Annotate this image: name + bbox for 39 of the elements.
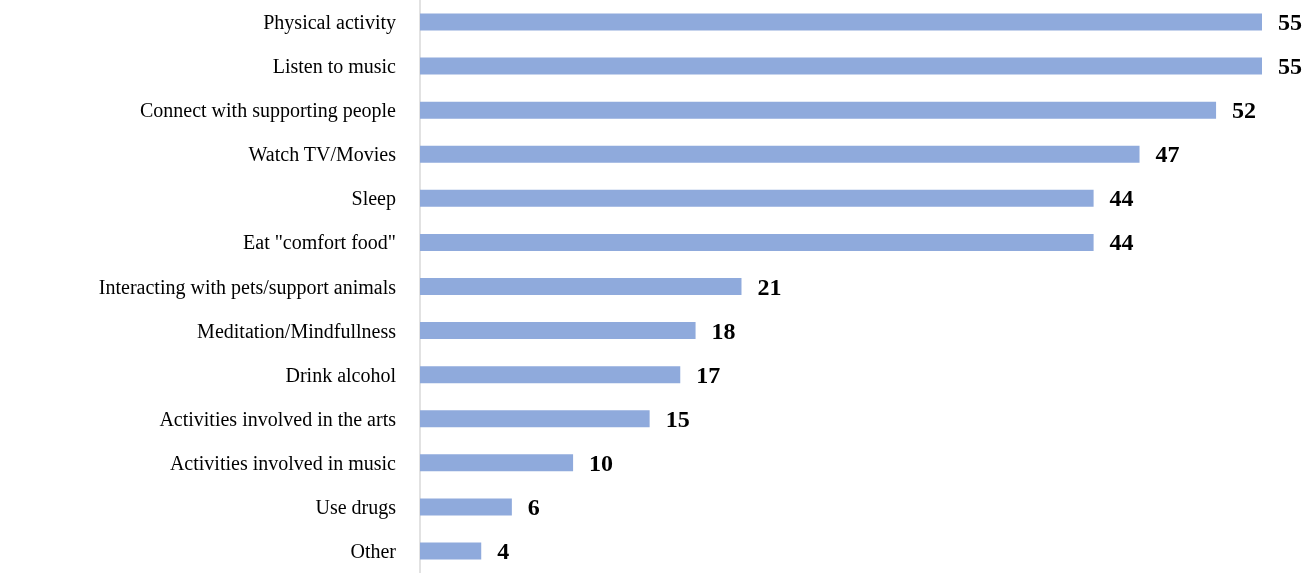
y-tick-label: Meditation/Mindfullness (197, 319, 397, 342)
y-tick-label: Activities involved in the arts (159, 407, 397, 430)
data-label: 21 (757, 273, 782, 300)
bar (420, 410, 650, 428)
bar (420, 233, 1094, 251)
bar (420, 542, 482, 560)
data-label: 17 (696, 361, 721, 388)
data-label: 15 (665, 405, 690, 432)
bar (420, 454, 574, 472)
data-label: 55 (1278, 9, 1302, 36)
bar (420, 13, 1262, 31)
y-tick-label: Interacting with pets/support animals (98, 275, 397, 299)
bar (420, 278, 742, 295)
data-label: 18 (711, 317, 736, 344)
data-label: 44 (1109, 185, 1134, 212)
data-label: 47 (1155, 141, 1180, 168)
data-label: 4 (497, 537, 510, 564)
bar (420, 322, 696, 340)
y-tick-label: Connect with supporting people (139, 99, 397, 123)
data-label: 52 (1232, 97, 1257, 124)
y-tick-label: Activities involved in music (169, 451, 397, 474)
bar (420, 366, 681, 384)
y-tick-label: Listen to music (272, 55, 397, 78)
bar (420, 57, 1262, 75)
bar (420, 498, 512, 516)
y-tick-label: Eat "comfort food" (243, 231, 396, 254)
bar (420, 145, 1140, 163)
data-label: 44 (1109, 229, 1134, 256)
data-label: 55 (1278, 53, 1302, 80)
y-tick-label: Other (350, 539, 397, 562)
y-tick-label: Physical activity (263, 11, 396, 35)
data-label: 6 (527, 493, 540, 520)
bar (420, 189, 1094, 207)
y-tick-label: Use drugs (315, 495, 397, 519)
y-tick-label: Watch TV/Movies (248, 143, 397, 166)
y-tick-label: Drink alcohol (285, 363, 397, 386)
y-tick-label: Sleep (351, 187, 396, 211)
bar (420, 101, 1217, 119)
data-label: 10 (589, 449, 614, 476)
